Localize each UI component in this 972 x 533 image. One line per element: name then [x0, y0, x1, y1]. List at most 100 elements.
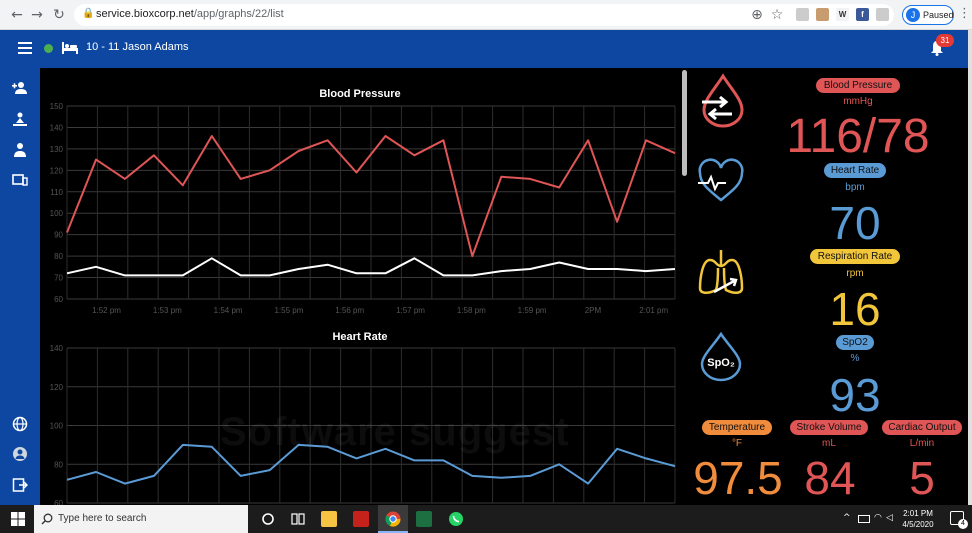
- cortana-icon[interactable]: [260, 511, 276, 527]
- hr-y-tick-label: 60: [54, 499, 63, 505]
- url-host: service.bioxcorp.net: [96, 8, 194, 20]
- bp-y-tick-label: 60: [54, 295, 63, 304]
- menu-icon[interactable]: [18, 42, 32, 54]
- extension-3-icon[interactable]: W: [836, 8, 849, 21]
- reload-icon[interactable]: ↻: [53, 7, 65, 23]
- bed-icon: [62, 42, 78, 54]
- cast-icon[interactable]: ⊕: [751, 7, 763, 23]
- hr-y-tick-label: 120: [50, 383, 64, 392]
- temp-label: Temperature: [702, 420, 772, 435]
- search-placeholder: Type here to search: [58, 513, 147, 524]
- sv-label: Stroke Volume: [790, 420, 868, 435]
- patient-icon[interactable]: [12, 142, 28, 158]
- bp-y-tick-label: 130: [50, 145, 64, 154]
- sv-value: 84: [804, 452, 856, 504]
- excel-icon[interactable]: [416, 511, 432, 527]
- hr-chart-svg: 140 120 100 80 60: [50, 344, 676, 505]
- address-bar[interactable]: 🔒 service.bioxcorp.net/app/graphs/22/lis…: [74, 4, 894, 26]
- file-explorer-icon[interactable]: [321, 511, 337, 527]
- whatsapp-icon[interactable]: [448, 511, 464, 527]
- bp-y-tick-label: 70: [54, 274, 63, 283]
- clock-date: 4/5/2020: [902, 520, 934, 529]
- page-scrollbar-track: [968, 30, 972, 505]
- hr-chart-title: Heart Rate: [332, 331, 388, 343]
- bp-x-tick-label: 1:55 pm: [274, 306, 303, 315]
- co-label: Cardiac Output: [882, 420, 962, 435]
- patient-bed-icon[interactable]: [12, 112, 28, 128]
- co-value: 5: [909, 452, 935, 504]
- clock-time: 2:01 PM: [903, 509, 933, 518]
- bp-unit: mmHg: [843, 96, 873, 107]
- bp-x-tick-label: 1:53 pm: [153, 306, 182, 315]
- extension-1-icon[interactable]: [796, 8, 809, 21]
- taskbar-clock[interactable]: 2:01 PM 4/5/2020: [898, 508, 938, 530]
- task-view-icon[interactable]: [290, 511, 306, 527]
- patient-name: 10 - 11 Jason Adams: [86, 41, 189, 53]
- heart-rate-chart: Heart Rate 140 120 100 80 60: [40, 325, 680, 505]
- bp-label: Blood Pressure: [816, 78, 900, 93]
- bp-value: 116/78: [786, 110, 930, 163]
- bp-y-tick-label: 80: [54, 252, 63, 261]
- profile-button[interactable]: J Paused: [902, 5, 954, 25]
- star-icon[interactable]: ☆: [770, 7, 784, 23]
- bp-x-tick-label: 2:01 pm: [639, 306, 668, 315]
- profile-status: Paused: [923, 10, 954, 20]
- rr-unit: rpm: [846, 268, 864, 279]
- spo2-icon: [700, 332, 742, 382]
- bp-chart-title: Blood Pressure: [319, 88, 401, 100]
- blood-pressure-chart: Blood Pressure 150 140 130 120 110 100 90 80 70 6…: [40, 80, 680, 330]
- spo2-value: 93: [829, 369, 881, 421]
- lungs-icon: [698, 250, 744, 294]
- wifi-icon[interactable]: ◠: [874, 513, 882, 523]
- facebook-icon[interactable]: f: [856, 8, 869, 21]
- add-patient-icon[interactable]: [12, 80, 28, 96]
- taskbar-search[interactable]: Type here to search: [34, 505, 248, 533]
- temp-unit: °F: [731, 438, 743, 449]
- url-path: /app/graphs/22/list: [193, 8, 284, 20]
- battery-icon[interactable]: [858, 515, 870, 523]
- notifications-count: 4: [958, 519, 968, 529]
- bp-chart-svg: 150 140 130 120 110 100 90 80 70 60 1:52 pm 1:53 pm…: [50, 102, 676, 315]
- bp-y-tick-label: 110: [50, 188, 63, 197]
- status-indicator: [44, 44, 53, 53]
- temp-value: 97.5: [693, 452, 783, 504]
- browser-menu-icon[interactable]: ⋮: [958, 6, 971, 21]
- volume-icon[interactable]: ◁: [886, 513, 893, 523]
- bp-x-tick-label: 1:57 pm: [396, 306, 425, 315]
- bp-y-tick-label: 100: [50, 209, 64, 218]
- bp-y-tick-label: 90: [54, 231, 63, 240]
- rr-value: 16: [829, 283, 881, 335]
- spo2-icon-text: SpO₂: [707, 357, 735, 369]
- profile-avatar: J: [906, 8, 920, 22]
- logout-icon[interactable]: [12, 477, 28, 493]
- browser-toolbar: ← → ↻ 🔒 service.bioxcorp.net/app/graphs/…: [0, 0, 972, 30]
- spo2-unit: %: [850, 353, 860, 364]
- hr-unit: bpm: [845, 182, 865, 193]
- co-unit: L/min: [909, 438, 935, 449]
- extension-4-icon[interactable]: [876, 8, 889, 21]
- devices-icon[interactable]: [12, 172, 28, 188]
- windows-start-icon[interactable]: [10, 511, 26, 527]
- back-icon[interactable]: ←: [11, 7, 23, 23]
- tray-chevron-icon[interactable]: ^: [843, 513, 851, 523]
- notifications-icon[interactable]: [950, 511, 964, 525]
- account-icon[interactable]: [12, 446, 28, 462]
- chrome-taskbar-button[interactable]: [378, 505, 408, 533]
- sv-unit: mL: [822, 438, 836, 449]
- bp-y-tick-label: 150: [50, 102, 64, 111]
- url-text: service.bioxcorp.net/app/graphs/22/list: [96, 8, 284, 20]
- globe-icon[interactable]: [12, 416, 28, 432]
- windows-taskbar: Type here to search ^ ◠ ◁ 2:01 PM 4/5/20…: [0, 505, 972, 533]
- bp-x-tick-label: 1:54 pm: [214, 306, 243, 315]
- bp-x-tick-label: 2PM: [585, 306, 602, 315]
- hr-value: 70: [829, 197, 881, 249]
- extension-2-icon[interactable]: [816, 8, 829, 21]
- chart-scrollbar[interactable]: [682, 70, 687, 176]
- forward-icon[interactable]: →: [31, 7, 43, 23]
- app-header: 10 - 11 Jason Adams 31: [0, 30, 968, 68]
- search-icon: [41, 513, 53, 525]
- bp-x-tick-label: 1:58 pm: [457, 306, 486, 315]
- watermark: Software suggest: [220, 410, 570, 454]
- acrobat-icon[interactable]: [353, 511, 369, 527]
- notification-badge: 31: [936, 34, 954, 47]
